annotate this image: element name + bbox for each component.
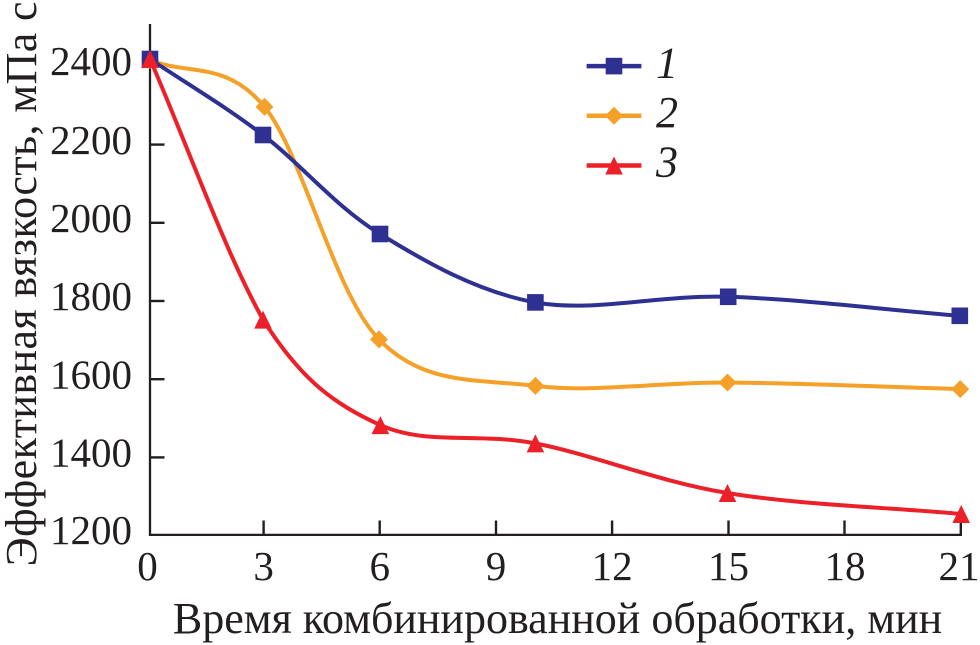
svg-text:2200: 2200 bbox=[50, 117, 132, 163]
svg-text:1400: 1400 bbox=[50, 430, 132, 476]
svg-text:Эффективная вязкость, мПа с: Эффективная вязкость, мПа с bbox=[0, 1, 46, 566]
svg-text:0: 0 bbox=[137, 543, 158, 589]
svg-text:1800: 1800 bbox=[50, 273, 132, 319]
svg-text:2400: 2400 bbox=[50, 38, 132, 84]
svg-text:18: 18 bbox=[825, 543, 866, 589]
svg-text:3: 3 bbox=[655, 138, 678, 187]
svg-text:9: 9 bbox=[486, 543, 507, 589]
svg-text:12: 12 bbox=[592, 543, 633, 589]
svg-text:3: 3 bbox=[253, 543, 274, 589]
svg-text:21: 21 bbox=[939, 543, 980, 589]
svg-text:Время комбинированной обработк: Время комбинированной обработки, мин bbox=[173, 594, 942, 643]
svg-text:15: 15 bbox=[708, 543, 749, 589]
svg-text:1: 1 bbox=[656, 38, 678, 87]
svg-text:1600: 1600 bbox=[50, 351, 132, 397]
svg-text:1200: 1200 bbox=[50, 507, 132, 553]
svg-text:2000: 2000 bbox=[50, 195, 132, 241]
svg-text:2: 2 bbox=[656, 88, 678, 137]
svg-text:6: 6 bbox=[369, 543, 390, 589]
